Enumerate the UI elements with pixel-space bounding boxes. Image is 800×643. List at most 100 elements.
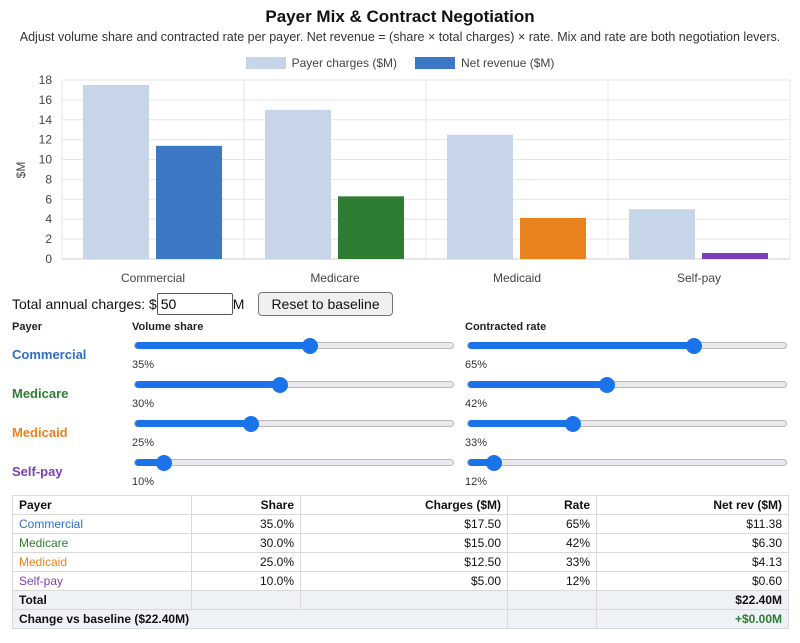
cell-payer: Self-pay: [12, 571, 192, 591]
y-tick-label: 14: [39, 113, 53, 127]
slider-thumb[interactable]: [565, 416, 582, 432]
bar-net-revenue-commercial: [156, 145, 222, 259]
cell-share: 30.0%: [191, 533, 301, 553]
cell-rate: 12%: [507, 571, 597, 591]
cell-charges: $5.00: [300, 571, 508, 591]
volume-share-value: 30%: [132, 398, 155, 410]
y-tick-label: 10: [39, 153, 53, 167]
change-row: Change vs baseline ($22.40M) +$0.00M: [12, 609, 789, 629]
payer-label-medicare: Medicare: [12, 386, 69, 401]
total-charges-row: Total annual charges: $ M Reset to basel…: [12, 292, 393, 316]
total-net-rev: $22.40M: [596, 590, 789, 610]
contracted-rate-slider-medicaid[interactable]: [467, 416, 787, 432]
bar-charges-medicaid: [447, 134, 513, 259]
cell-net-rev: $0.60: [596, 571, 789, 591]
slider-fill: [468, 381, 608, 388]
y-tick-label: 12: [39, 133, 53, 147]
volume-share-value: 35%: [132, 359, 155, 371]
cell-share: 35.0%: [191, 514, 301, 534]
slider-fill: [135, 459, 165, 466]
cell-charges: $12.50: [300, 552, 508, 572]
total-charges-label: Total annual charges: $: [12, 296, 157, 312]
slider-fill: [135, 381, 281, 388]
cell-share: 10.0%: [191, 571, 301, 591]
volume-share-slider-commercial[interactable]: [134, 338, 454, 354]
bar-net-revenue-medicaid: [520, 217, 586, 259]
header-payer: Payer: [12, 321, 42, 333]
cell-payer: Medicaid: [12, 552, 192, 572]
header-volume-share: Volume share: [132, 321, 204, 333]
col-share: Share: [191, 495, 301, 515]
bar-net-revenue-medicare: [338, 196, 404, 259]
cell-net-rev: $4.13: [596, 552, 789, 572]
col-rate: Rate: [507, 495, 597, 515]
col-charges: Charges ($M): [300, 495, 508, 515]
y-axis-label: $M: [14, 162, 28, 179]
volume-share-slider-medicare[interactable]: [134, 377, 454, 393]
bar-net-revenue-self-pay: [702, 253, 768, 259]
volume-share-slider-self-pay[interactable]: [134, 455, 454, 471]
chart-legend: Payer charges ($M) Net revenue ($M): [0, 56, 800, 70]
slider-fill: [468, 459, 495, 466]
contracted-rate-value: 42%: [465, 398, 488, 410]
col-net-rev: Net rev ($M): [596, 495, 789, 515]
bar-charges-self-pay: [629, 209, 695, 259]
slider-fill: [468, 342, 694, 349]
x-tick-label: Self-pay: [677, 271, 721, 285]
slider-thumb[interactable]: [685, 338, 702, 354]
contracted-rate-slider-medicare[interactable]: [467, 377, 787, 393]
contracted-rate-slider-commercial[interactable]: [467, 338, 787, 354]
page-title: Payer Mix & Contract Negotiation: [265, 7, 535, 26]
reset-button[interactable]: Reset to baseline: [258, 292, 393, 316]
volume-share-slider-medicaid[interactable]: [134, 416, 454, 432]
bar-charges-commercial: [83, 84, 149, 259]
contracted-rate-slider-self-pay[interactable]: [467, 455, 787, 471]
table-row: Medicaid 25.0% $12.50 33% $4.13: [12, 552, 789, 572]
table-row: Medicare 30.0% $15.00 42% $6.30: [12, 533, 789, 553]
cell-payer: Medicare: [12, 533, 192, 553]
cell-rate: 42%: [507, 533, 597, 553]
slider-fill: [468, 420, 574, 427]
y-tick-label: 16: [39, 93, 53, 107]
cell-charges: $15.00: [300, 533, 508, 553]
legend-label-charges: Payer charges ($M): [291, 56, 397, 70]
legend-label-net: Net revenue ($M): [461, 56, 555, 70]
cell-rate: 65%: [507, 514, 597, 534]
x-tick-label: Medicare: [310, 271, 360, 285]
table-header-row: Payer Share Charges ($M) Rate Net rev ($…: [12, 495, 789, 515]
slider-thumb[interactable]: [599, 377, 616, 393]
payer-label-self-pay: Self-pay: [12, 464, 63, 479]
volume-share-value: 25%: [132, 437, 155, 449]
slider-thumb[interactable]: [486, 455, 503, 471]
legend-swatch-net: [415, 57, 455, 69]
header-contracted-rate: Contracted rate: [465, 321, 547, 333]
contracted-rate-value: 33%: [465, 437, 488, 449]
total-label: Total: [12, 590, 192, 610]
total-charges-input[interactable]: [156, 293, 233, 315]
summary-table: Payer Share Charges ($M) Rate Net rev ($…: [12, 495, 789, 629]
cell-payer: Commercial: [12, 514, 192, 534]
table-row: Commercial 35.0% $17.50 65% $11.38: [12, 514, 789, 534]
legend-item-charges: Payer charges ($M): [245, 56, 397, 70]
slider-thumb[interactable]: [156, 455, 173, 471]
y-tick-label: 18: [39, 73, 53, 87]
x-tick-label: Commercial: [121, 271, 185, 285]
change-value: +$0.00M: [596, 609, 789, 629]
contracted-rate-value: 65%: [465, 359, 488, 371]
cell-charges: $17.50: [300, 514, 508, 534]
volume-share-value: 10%: [132, 476, 155, 488]
cell-rate: 33%: [507, 552, 597, 572]
slider-thumb[interactable]: [272, 377, 289, 393]
slider-thumb[interactable]: [243, 416, 260, 432]
y-tick-label: 8: [45, 172, 52, 186]
y-tick-label: 0: [45, 252, 52, 266]
page-subtitle: Adjust volume share and contracted rate …: [19, 30, 781, 44]
legend-swatch-charges: [245, 57, 286, 69]
legend-item-net: Net revenue ($M): [415, 56, 554, 70]
y-tick-label: 6: [45, 192, 52, 206]
bar-chart: 0 2 4 6 8 10 12 14 16 18 $M Commercial Medicare Medic…: [14, 73, 791, 285]
slider-thumb[interactable]: [301, 338, 318, 354]
x-tick-label: Medicaid: [493, 271, 541, 285]
contracted-rate-value: 12%: [465, 476, 488, 488]
cell-net-rev: $11.38: [596, 514, 789, 534]
